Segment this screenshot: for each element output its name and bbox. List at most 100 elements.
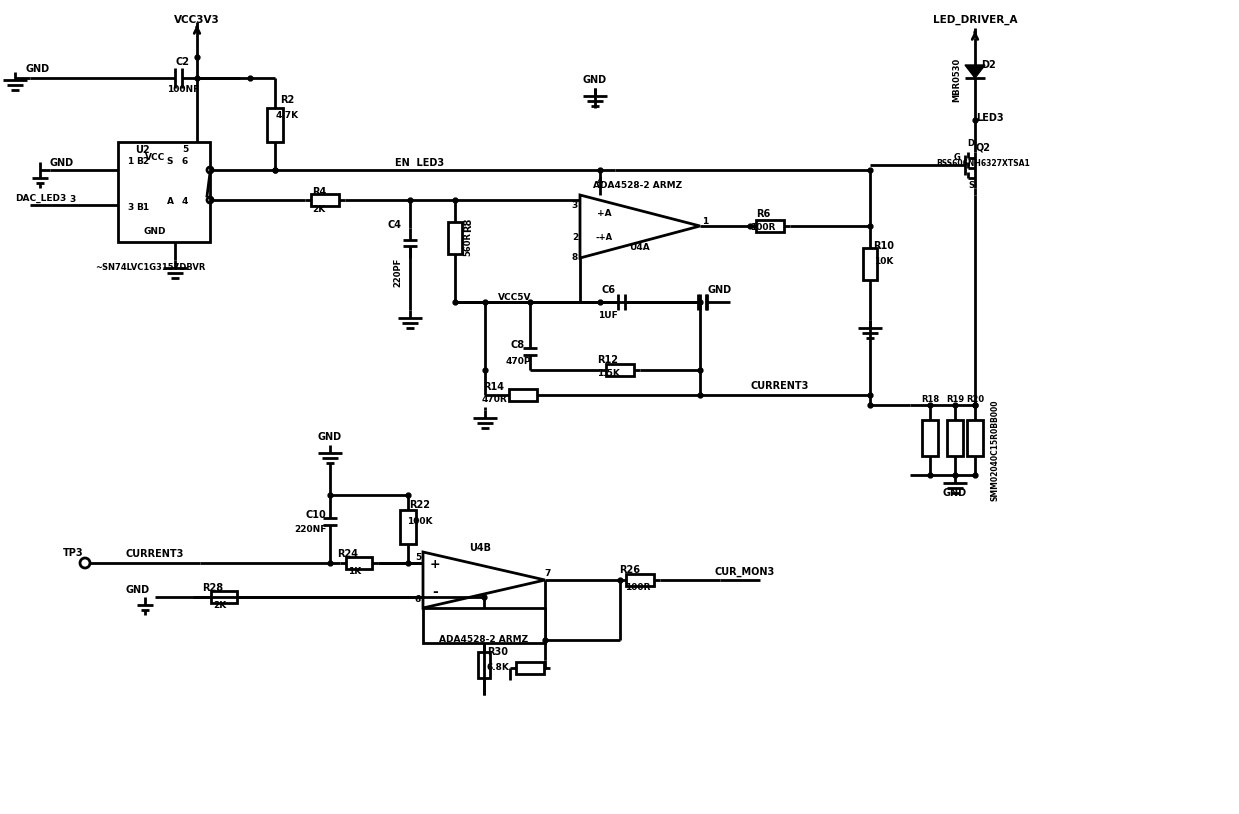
Text: S: S	[167, 157, 173, 167]
Text: R22: R22	[410, 500, 430, 510]
Text: 220NF: 220NF	[294, 526, 326, 535]
Bar	[422, 608, 545, 643]
Text: Q2: Q2	[975, 143, 990, 153]
Bar	[266, 108, 282, 142]
Text: 6: 6	[415, 596, 421, 605]
Text: ADA4528-2 ARMZ: ADA4528-2 ARMZ	[440, 636, 529, 645]
Text: VCC3V3: VCC3V3	[175, 15, 219, 25]
Text: 5: 5	[415, 553, 421, 562]
Text: CUR_MON3: CUR_MON3	[715, 567, 776, 577]
Text: C8: C8	[510, 340, 525, 350]
Text: LED3: LED3	[976, 113, 1004, 123]
Text: TP3: TP3	[63, 548, 83, 558]
Text: GND: GND	[318, 432, 342, 442]
Text: MBR0530: MBR0530	[953, 58, 961, 102]
Bar	[515, 662, 544, 674]
Text: 4: 4	[597, 177, 603, 186]
Text: 5: 5	[182, 146, 188, 155]
Text: R8: R8	[463, 218, 473, 232]
Polygon shape	[965, 65, 985, 78]
Text: 100R: 100R	[751, 224, 776, 233]
Text: 220PF: 220PF	[394, 257, 403, 287]
Text: VCC5V: VCC5V	[498, 292, 532, 301]
Text: R18: R18	[921, 396, 939, 405]
Text: U4A: U4A	[629, 243, 650, 252]
Text: U4B: U4B	[470, 543, 491, 553]
Text: 470P: 470P	[506, 357, 530, 365]
Text: R10: R10	[873, 241, 895, 251]
Text: DAC_LED3: DAC_LED3	[15, 194, 66, 203]
Text: R24: R24	[337, 549, 358, 559]
Text: 1: 1	[701, 217, 709, 226]
Text: +A: +A	[597, 208, 611, 217]
Text: EN  LED3: EN LED3	[395, 158, 445, 168]
Text: LED_DRIVER_A: LED_DRIVER_A	[933, 15, 1017, 25]
Text: ~SN74LVC1G3157DBVR: ~SN74LVC1G3157DBVR	[95, 264, 206, 273]
Bar	[311, 194, 339, 206]
Text: R2: R2	[280, 95, 294, 105]
Text: 100R: 100R	[626, 584, 650, 593]
Text: 2K: 2K	[312, 205, 326, 215]
Text: 1: 1	[126, 157, 133, 167]
Text: 3: 3	[69, 195, 76, 204]
Text: B1: B1	[136, 203, 150, 212]
Text: 4.7K: 4.7K	[275, 111, 299, 120]
Text: ADA4528-2 ARMZ: ADA4528-2 ARMZ	[593, 182, 683, 190]
Text: R28: R28	[202, 583, 223, 593]
Text: R20: R20	[966, 396, 984, 405]
Text: 4: 4	[182, 198, 188, 207]
Text: C4: C4	[388, 220, 401, 230]
Bar	[400, 510, 416, 544]
Bar	[118, 142, 209, 242]
Text: B2: B2	[136, 157, 150, 167]
Text: R14: R14	[483, 382, 504, 392]
Text: 10K: 10K	[875, 257, 893, 266]
Text: GND: GND	[707, 285, 732, 295]
Bar	[346, 557, 372, 569]
Text: SMM02040C15R0BB000: SMM02040C15R0BB000	[990, 399, 1000, 501]
Text: R6: R6	[756, 209, 771, 219]
Text: 6.8K: 6.8K	[487, 663, 509, 672]
Text: GND: GND	[126, 585, 150, 595]
Text: R26: R26	[620, 565, 641, 575]
Bar	[922, 420, 938, 456]
Text: 560R: 560R	[463, 232, 472, 256]
Text: 100K: 100K	[408, 518, 432, 527]
Bar	[478, 652, 489, 678]
Text: CURRENT3: CURRENT3	[126, 549, 185, 559]
Text: 6: 6	[182, 157, 188, 167]
Text: GND: GND	[582, 75, 607, 85]
Bar	[966, 420, 983, 456]
Text: 2: 2	[572, 233, 579, 242]
Text: D: D	[968, 138, 975, 147]
Text: -+A: -+A	[596, 233, 612, 242]
Text: G: G	[954, 152, 960, 161]
Text: 470R: 470R	[481, 396, 507, 405]
Text: R30: R30	[487, 647, 508, 657]
Text: U2: U2	[135, 145, 150, 155]
Text: BSS606NH6327XTSA1: BSS606NH6327XTSA1	[937, 159, 1030, 168]
Text: 100NF: 100NF	[167, 85, 199, 94]
Text: +: +	[430, 558, 440, 571]
Text: 1.5K: 1.5K	[596, 370, 620, 379]
Text: -: -	[432, 585, 437, 599]
Bar	[864, 248, 877, 280]
Bar	[509, 389, 536, 401]
Bar	[606, 364, 634, 376]
Text: 3: 3	[126, 203, 133, 212]
Bar	[626, 574, 654, 586]
Text: 7: 7	[545, 570, 551, 579]
Text: D2: D2	[981, 60, 996, 70]
Text: 1UF: 1UF	[598, 310, 618, 320]
Bar	[947, 420, 963, 456]
Text: GND: GND	[943, 488, 968, 498]
Text: R12: R12	[597, 355, 618, 365]
Bar	[756, 220, 784, 232]
Text: A: A	[166, 198, 173, 207]
Text: CURRENT3: CURRENT3	[751, 381, 809, 391]
Bar	[211, 591, 237, 603]
Bar	[449, 222, 462, 254]
Text: 2K: 2K	[213, 602, 227, 610]
Text: R19: R19	[945, 396, 964, 405]
Text: R4: R4	[312, 187, 326, 197]
